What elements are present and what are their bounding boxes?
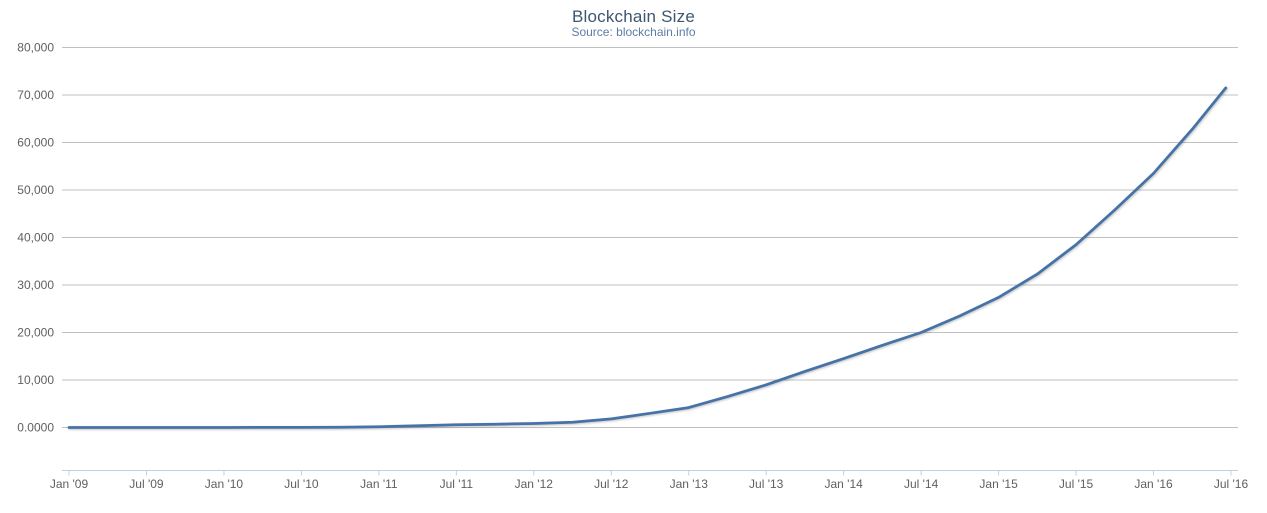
- x-axis-tick-label: Jan '13: [670, 477, 709, 491]
- y-axis-tick-label: 60,000: [17, 136, 54, 150]
- x-axis-tick-label: Jan '12: [515, 477, 554, 491]
- x-axis-tick-label: Jan '09: [50, 477, 89, 491]
- chart-title: Blockchain Size: [571, 7, 695, 26]
- x-axis-tick-label: Jul '09: [129, 477, 164, 491]
- series-line-blockchain-size: [67, 86, 1228, 429]
- x-axis-tick-label: Jul '13: [749, 477, 784, 491]
- x-axis-tick-label: Jul '15: [1059, 477, 1094, 491]
- y-axis-tick-label: 0.0000: [17, 421, 54, 435]
- x-axis-tick-label: Jul '11: [440, 477, 474, 491]
- x-axis-tick-label: Jan '16: [1134, 477, 1173, 491]
- y-axis-tick-label: 80,000: [17, 41, 54, 55]
- x-axis-tick-label: Jul '16: [1214, 477, 1249, 491]
- x-axis-tick-label: Jan '14: [825, 477, 864, 491]
- chart-subtitle: Source: blockchain.info: [571, 25, 696, 39]
- x-axis-tick-label: Jul '10: [284, 477, 319, 491]
- y-axis-tick-label: 50,000: [17, 183, 54, 197]
- y-axis-tick-label: 20,000: [17, 326, 54, 340]
- y-axis-tick-label: 40,000: [17, 231, 54, 245]
- x-axis-tick-label: Jan '10: [205, 477, 244, 491]
- x-axis-tick-label: Jul '12: [594, 477, 629, 491]
- y-axis-tick-label: 10,000: [17, 373, 54, 387]
- x-axis-tick-label: Jan '15: [979, 477, 1018, 491]
- y-axis-tick-label: 30,000: [17, 278, 54, 292]
- y-axis-tick-label: 70,000: [17, 88, 54, 102]
- x-axis-tick-label: Jul '14: [904, 477, 939, 491]
- x-axis-tick-label: Jan '11: [360, 477, 398, 491]
